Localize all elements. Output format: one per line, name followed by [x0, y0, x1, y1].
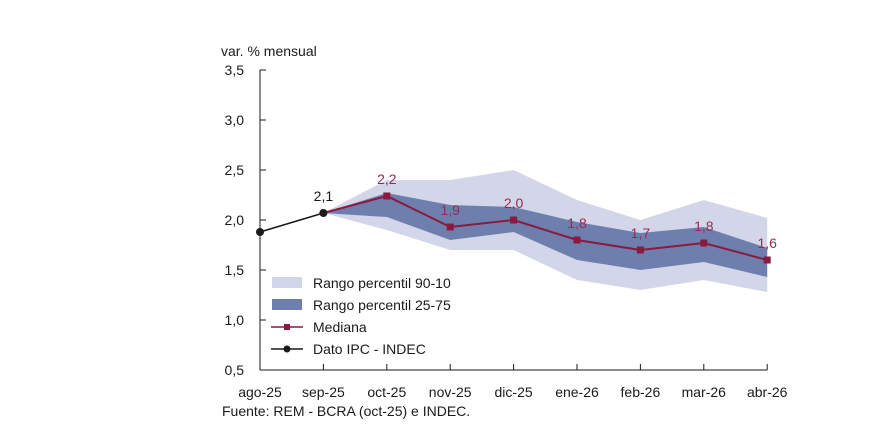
x-tick-label: sep-25 [302, 384, 345, 400]
median-data-label: 1,9 [440, 202, 460, 218]
median-marker [763, 256, 771, 264]
legend-label: Rango percentil 25-75 [313, 297, 451, 313]
y-tick-label: 3,0 [225, 112, 245, 128]
ipc-line [259, 212, 324, 233]
x-tick-label: ene-26 [555, 384, 599, 400]
x-tick-label: ago-25 [238, 384, 282, 400]
median-data-label: 2,2 [377, 171, 397, 187]
legend-swatch [272, 299, 302, 310]
legend-marker-square [284, 324, 290, 330]
y-tick-label: 2,0 [225, 212, 245, 228]
x-tick-label: abr-26 [747, 384, 788, 400]
legend-swatch [272, 277, 302, 288]
x-tick-label: nov-25 [429, 384, 472, 400]
x-tick-label: mar-26 [682, 384, 727, 400]
ipc-marker [319, 209, 328, 217]
band-percentile-25-75 [323, 193, 768, 277]
source-note: Fuente: REM - BCRA (oct-25) e INDEC. [222, 403, 470, 419]
median-data-label: 2,0 [504, 195, 524, 211]
legend-label: Dato IPC - INDEC [313, 341, 426, 357]
lines-group [256, 192, 771, 264]
x-tick-label: feb-26 [621, 384, 661, 400]
y-axis-title: var. % mensual [221, 43, 317, 59]
median-marker [446, 223, 454, 231]
y-tick-label: 1,0 [225, 312, 245, 328]
median-data-label: 1,8 [567, 215, 587, 231]
legend-label: Rango percentil 90-10 [313, 275, 451, 291]
median-marker [383, 192, 391, 200]
y-tick-label: 0,5 [225, 362, 245, 378]
median-marker [510, 216, 518, 224]
y-tick-label: 3,5 [225, 62, 245, 78]
median-marker [636, 246, 644, 254]
y-tick-label: 2,5 [225, 162, 245, 178]
legend-label: Mediana [313, 319, 367, 335]
legend-marker-circle [283, 345, 291, 353]
x-tick-label: dic-25 [495, 384, 533, 400]
median-line [323, 194, 768, 261]
axes-group: 0,5 1,0 1,5 2,0 2,5 3,0 3,5 ago-25 sep-25 oct-25 n… [225, 62, 788, 400]
data-labels-group: 2,2 1,9 2,0 1,8 1,7 1,8 1,6 2,1 [314, 171, 777, 251]
y-tick-label: 1,5 [225, 262, 245, 278]
median-data-label: 1,6 [757, 235, 777, 251]
ipc-data-label: 2,1 [314, 188, 334, 204]
x-tick-label: oct-25 [367, 384, 406, 400]
median-data-label: 1,8 [694, 218, 714, 234]
median-data-label: 1,7 [631, 225, 651, 241]
median-marker [700, 239, 708, 247]
median-marker [573, 236, 581, 244]
legend: Rango percentil 90-10 Rango percentil 25-… [271, 275, 451, 357]
